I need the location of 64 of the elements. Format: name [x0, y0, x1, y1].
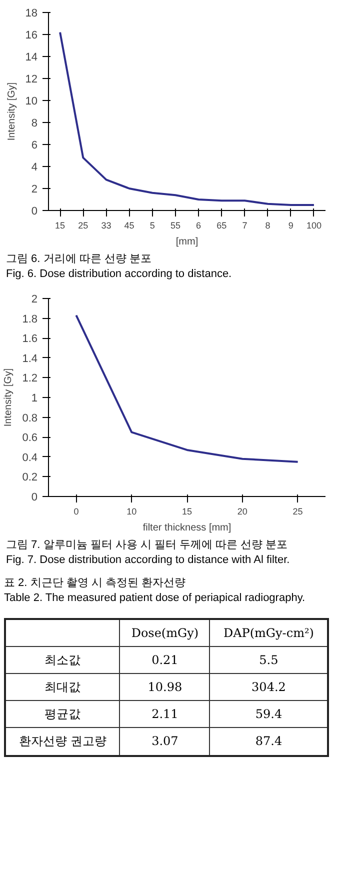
x-tick-label: 6	[196, 220, 202, 230]
y-tick-label: 0	[31, 491, 38, 504]
y-tick-label: 1.4	[22, 352, 38, 365]
x-axis-title: [mm]	[176, 236, 198, 248]
text: 0.21	[120, 646, 210, 674]
y-tick-label: 4	[31, 162, 38, 174]
text: 최대값	[5, 674, 120, 701]
text: 환자선량 권고량	[5, 728, 120, 756]
line-series	[59, 31, 315, 206]
y-tick-label: 1.6	[22, 333, 38, 346]
text: 표 2. 치근단 촬영 시 측정된 환자선량	[4, 576, 187, 591]
y-axis-title: Intensity [Gy]	[3, 368, 14, 427]
x-axis-title: filter thickness [mm]	[142, 522, 232, 534]
y-tick-label: 1	[31, 392, 38, 404]
text: 3.07	[120, 728, 210, 756]
y-tick-label: 10	[25, 96, 38, 108]
y-tick-label: 14	[25, 52, 38, 64]
x-tick-label: 55	[170, 220, 180, 230]
y-tick-label: 16	[25, 30, 38, 42]
y-tick-label: 2	[31, 293, 38, 306]
x-tick-label: 5	[150, 220, 155, 230]
x-tick-label: 10	[126, 506, 137, 516]
x-tick-label: 25	[78, 220, 88, 230]
text: 그림 7. 알루미늄 필터 사용 시 필터 두께에 따른 선량 분포	[6, 538, 289, 553]
x-tick-label: 25	[292, 506, 303, 516]
y-tick-label: 1.8	[22, 313, 38, 326]
text: 최소값	[5, 646, 120, 674]
x-tick-label: 100	[306, 220, 322, 230]
x-tick-label: 15	[182, 506, 192, 516]
y-tick-label: 1.2	[22, 372, 38, 385]
x-tick-label: 9	[288, 220, 294, 230]
text: 5.5	[210, 646, 328, 674]
text: 2.11	[120, 700, 210, 728]
x-tick-label: 15	[55, 220, 66, 230]
y-tick-label: 0.8	[22, 412, 38, 424]
text: 304.2	[210, 674, 328, 701]
text: Table 2. The measured patient dose of periapical radiography.	[4, 590, 306, 606]
text: Fig. 6. Dose distribution according to distance.	[6, 266, 233, 282]
text: 평균값	[5, 700, 120, 728]
text: Dose(mGy)	[120, 618, 210, 646]
y-tick-label: 2	[31, 184, 38, 196]
text: DAP(mGy-cm²)	[210, 618, 328, 646]
x-tick-label: 65	[216, 220, 227, 230]
text: 59.4	[210, 700, 328, 728]
x-tick-label: 45	[124, 220, 134, 230]
x-tick-label: 33	[101, 220, 112, 230]
y-tick-label: 12	[25, 74, 38, 86]
x-tick-label: 20	[237, 506, 248, 516]
x-tick-label: 7	[242, 220, 248, 230]
text: Fig. 7. Dose distribution according to distance with Al filter.	[6, 552, 291, 568]
y-tick-label: 18	[25, 8, 38, 20]
x-tick-label: 0	[74, 506, 79, 516]
y-axis-title: Intensity [Gy]	[6, 82, 18, 141]
line-series	[75, 314, 299, 463]
y-tick-label: 8	[31, 118, 38, 130]
y-tick-label: 0.4	[22, 452, 38, 464]
text: 그림 6. 거리에 따른 선량 분포	[6, 252, 152, 267]
y-tick-label: 0.2	[22, 472, 38, 484]
x-tick-label: 8	[265, 220, 270, 230]
text: 10.98	[120, 674, 210, 701]
y-tick-label: 0	[31, 206, 38, 218]
text: 87.4	[210, 728, 328, 756]
y-tick-label: 0.6	[22, 432, 38, 444]
y-tick-label: 6	[31, 140, 38, 152]
